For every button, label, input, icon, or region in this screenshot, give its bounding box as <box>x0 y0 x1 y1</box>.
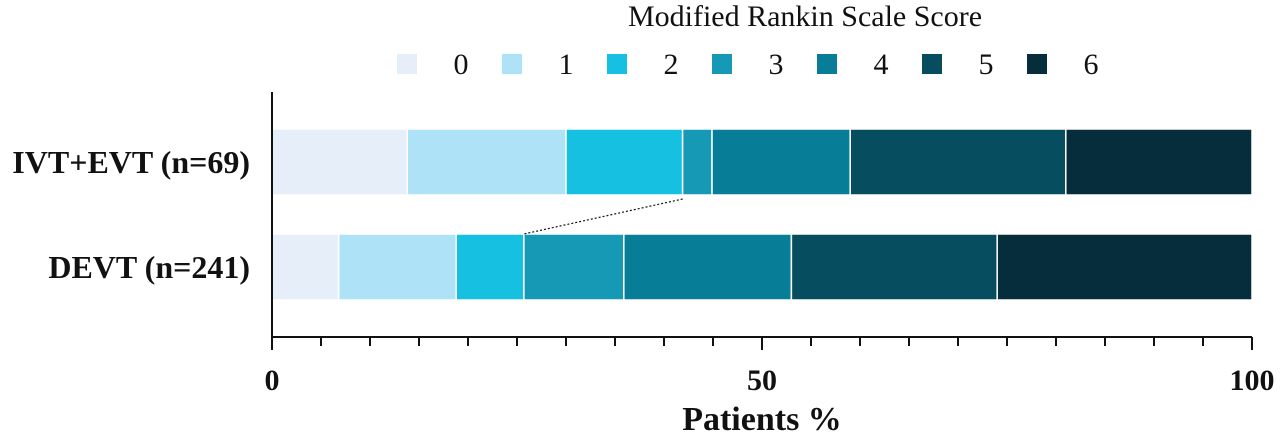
legend-label-5: 5 <box>979 48 994 81</box>
legend-swatch-5 <box>922 54 942 74</box>
bar-segment-1-mrs-0 <box>271 233 340 301</box>
legend-label-4: 4 <box>874 48 889 81</box>
bar-segment-1-mrs-2 <box>455 233 525 301</box>
legend-label-0: 0 <box>454 48 469 81</box>
bar-segment-0-mrs-1 <box>406 128 567 196</box>
bar-segment-0-mrs-6 <box>1065 128 1253 196</box>
bar-segment-1-mrs-5 <box>790 233 998 301</box>
category-label-0: IVT+EVT (n=69) <box>12 144 250 180</box>
category-label-1: DEVT (n=241) <box>48 249 250 285</box>
legend-title: Modified Rankin Scale Score <box>628 0 982 33</box>
legend: 0 1 2 3 4 5 6 <box>397 48 1099 81</box>
legend-label-6: 6 <box>1084 48 1099 81</box>
bar-segment-0-mrs-4 <box>711 128 851 196</box>
bar-segment-1-mrs-1 <box>337 233 457 301</box>
legend-swatch-4 <box>817 54 837 74</box>
legend-swatch-2 <box>607 54 627 74</box>
legend-swatch-3 <box>712 54 732 74</box>
x-tick-label-100: 100 <box>1230 364 1275 397</box>
x-tick-label-0: 0 <box>265 364 280 397</box>
bar-segment-1-mrs-6 <box>996 233 1253 301</box>
x-tick-label-50: 50 <box>747 364 777 397</box>
mrs-0-2-connector <box>523 198 683 235</box>
bar-segment-0-mrs-2 <box>565 128 684 196</box>
legend-swatch-0 <box>397 54 417 74</box>
axes: 0 50 100 <box>265 92 1275 397</box>
bar-segment-1-mrs-4 <box>623 233 793 301</box>
legend-swatch-6 <box>1027 54 1047 74</box>
legend-label-1: 1 <box>559 48 574 81</box>
legend-swatch-1 <box>502 54 522 74</box>
bar-segment-0-mrs-0 <box>271 128 408 196</box>
x-axis-title: Patients % <box>682 401 842 433</box>
legend-label-2: 2 <box>664 48 679 81</box>
legend-label-3: 3 <box>769 48 784 81</box>
annotations <box>523 198 683 235</box>
bar-segment-1-mrs-3 <box>523 233 625 301</box>
bar-segment-0-mrs-5 <box>849 128 1067 196</box>
bar-segment-0-mrs-3 <box>681 128 713 196</box>
bars: IVT+EVT (n=69) DEVT (n=241) <box>12 128 1253 301</box>
